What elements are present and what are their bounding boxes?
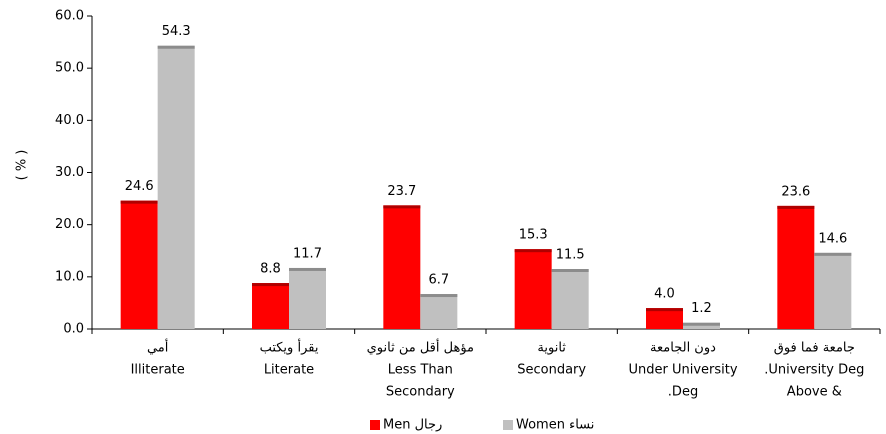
bar-top: [646, 308, 683, 312]
value-label: 54.3: [162, 24, 191, 39]
value-label: 6.7: [428, 273, 449, 288]
x-tick-label: Less Than: [388, 363, 453, 378]
bar: [814, 252, 852, 329]
x-tick-label: .Deg: [668, 385, 698, 400]
bar: [646, 308, 683, 329]
bar: [120, 200, 158, 329]
x-tick-label: Secondary: [517, 363, 586, 378]
bar-top: [551, 269, 589, 273]
legend-swatch: [503, 420, 513, 430]
bar: [383, 205, 421, 329]
bar: [683, 322, 720, 329]
y-tick-label: 60.0: [55, 9, 84, 24]
bar-top: [420, 294, 458, 298]
x-tick-label: Secondary: [386, 385, 455, 400]
x-tick-label: مؤهل أقل من ثانوي: [367, 339, 474, 356]
value-label: 24.6: [125, 179, 154, 194]
bar: [777, 205, 815, 329]
bar-top: [383, 205, 421, 209]
value-label: 11.5: [556, 248, 585, 263]
value-label: 1.2: [691, 301, 712, 316]
value-label: 4.0: [654, 287, 675, 302]
x-tick-label: ثانوية: [537, 341, 566, 356]
value-label: 23.7: [387, 184, 416, 199]
value-label: 23.6: [781, 184, 810, 199]
bar: [420, 294, 458, 329]
bar: [252, 283, 289, 329]
legend-label: Women نساء: [516, 418, 594, 433]
x-tick-label: يقرأ ويكتب: [260, 339, 319, 356]
bar-top: [814, 252, 852, 256]
y-tick-label: 50.0: [55, 61, 84, 76]
y-tick-label: 20.0: [55, 217, 84, 232]
x-tick-label: Literate: [264, 363, 314, 378]
y-tick-label: 0.0: [63, 322, 84, 337]
bar-top: [683, 322, 720, 326]
bar-top: [777, 205, 815, 209]
bar: [551, 269, 589, 329]
value-label: 14.6: [818, 231, 847, 246]
bar: [289, 267, 326, 329]
x-tick-label: .University Deg: [764, 363, 864, 378]
x-tick-label: Above &: [787, 385, 842, 400]
bar: [157, 45, 195, 330]
value-label: 15.3: [519, 228, 548, 243]
x-tick-label: جامعة فما فوق: [774, 341, 855, 356]
x-tick-label: أمي: [147, 339, 168, 356]
bar-top: [157, 45, 195, 49]
value-label: 11.7: [293, 246, 322, 261]
bar: [514, 249, 552, 329]
y-tick-label: 40.0: [55, 113, 84, 128]
y-axis-label: ( % ): [15, 150, 30, 181]
legend-label: Men رجال: [383, 418, 442, 433]
bar-top: [120, 200, 158, 204]
bar-top: [252, 283, 289, 287]
legend-swatch: [370, 420, 380, 430]
x-tick-label: Illiterate: [131, 363, 185, 378]
y-tick-label: 30.0: [55, 165, 84, 180]
x-tick-label: Under University: [628, 363, 737, 378]
value-label: 8.8: [260, 262, 281, 277]
bar-top: [289, 267, 326, 271]
y-tick-label: 10.0: [55, 269, 84, 284]
x-tick-label: دون الجامعة: [650, 341, 716, 356]
bar-top: [514, 249, 552, 253]
